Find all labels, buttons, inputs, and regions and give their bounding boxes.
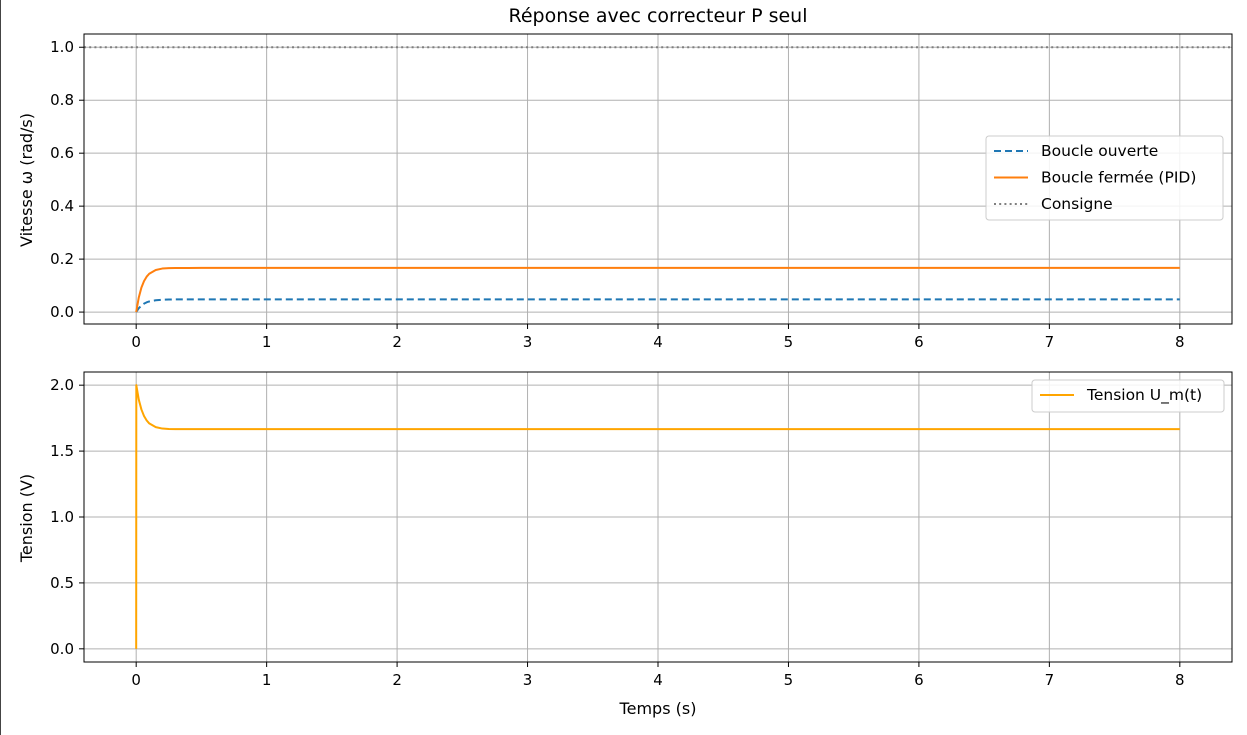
speed-ticks: 0 1 2 3 4 5 6 7 8 0.0 0.2 0.4 0.6 0.8 1.0 [50,38,1184,351]
voltage-x-tick-label: 6 [914,671,924,689]
voltage-grid [84,372,1232,662]
voltage-x-tick-label: 1 [262,671,272,689]
speed-y-tick-label: 1.0 [50,38,74,56]
window-left-border [0,0,1,735]
speed-chart-title: Réponse avec correcteur P seul [509,5,808,27]
voltage-y-axis-label: Tension (V) [17,474,36,563]
speed-legend-label-1: Boucle fermée (PID) [1041,169,1196,187]
speed-y-tick-label: 0.2 [50,250,74,268]
voltage-series [135,384,1180,649]
speed-x-tick-label: 5 [784,333,794,351]
voltage-legend-box [1031,379,1225,413]
voltage-y-tick-label: 0.0 [50,640,74,658]
voltage-y-tick-label: 1.5 [50,442,74,460]
speed-x-tick-label: 2 [392,333,402,351]
speed-x-tick-label: 1 [262,333,272,351]
speed-x-tick-label: 3 [523,333,533,351]
time-x-axis-label: Temps (s) [619,699,697,718]
voltage-x-tick-label: 2 [392,671,402,689]
speed-y-tick-label: 0.8 [50,91,74,109]
speed-series-line-1 [135,266,1180,313]
speed-x-tick-label: 0 [131,333,141,351]
voltage-y-tick-label: 0.5 [50,574,74,592]
speed-y-tick-label: 0.0 [50,303,74,321]
voltage-legend-label-0: Tension U_m(t) [1086,386,1202,405]
speed-x-tick-label: 8 [1175,333,1185,351]
speed-axes: Réponse avec correcteur P seul Vitesse ω… [17,5,1233,351]
speed-legend-label-0: Boucle ouverte [1041,142,1158,160]
speed-y-tick-label: 0.4 [50,197,74,215]
voltage-x-tick-label: 5 [784,671,794,689]
voltage-y-tick-label: 1.0 [50,508,74,526]
speed-legend-box [985,135,1224,221]
speed-series [84,46,1232,313]
speed-legend: Boucle ouverte Boucle fermée (PID) Consign… [985,135,1224,221]
voltage-x-tick-label: 4 [653,671,663,689]
voltage-y-tick-label: 2.0 [50,376,74,394]
voltage-axes: Tension (V) Temps (s) 0 1 2 3 4 5 6 7 8 0.0 0.5 1.0… [17,371,1233,718]
voltage-series-line-0 [135,384,1180,649]
speed-legend-label-2: Consigne [1041,195,1113,213]
speed-y-axis-label: Vitesse ω (rad/s) [17,113,36,247]
voltage-x-tick-label: 8 [1175,671,1185,689]
speed-series-line-0 [135,298,1180,313]
speed-y-tick-label: 0.6 [50,144,74,162]
voltage-legend: Tension U_m(t) [1031,379,1225,413]
voltage-x-tick-label: 0 [131,671,141,689]
speed-x-tick-label: 4 [653,333,663,351]
speed-x-tick-label: 6 [914,333,924,351]
voltage-x-tick-label: 3 [523,671,533,689]
voltage-x-tick-label: 7 [1045,671,1055,689]
voltage-ticks: 0 1 2 3 4 5 6 7 8 0.0 0.5 1.0 1.5 2.0 [50,376,1184,689]
speed-x-tick-label: 7 [1045,333,1055,351]
